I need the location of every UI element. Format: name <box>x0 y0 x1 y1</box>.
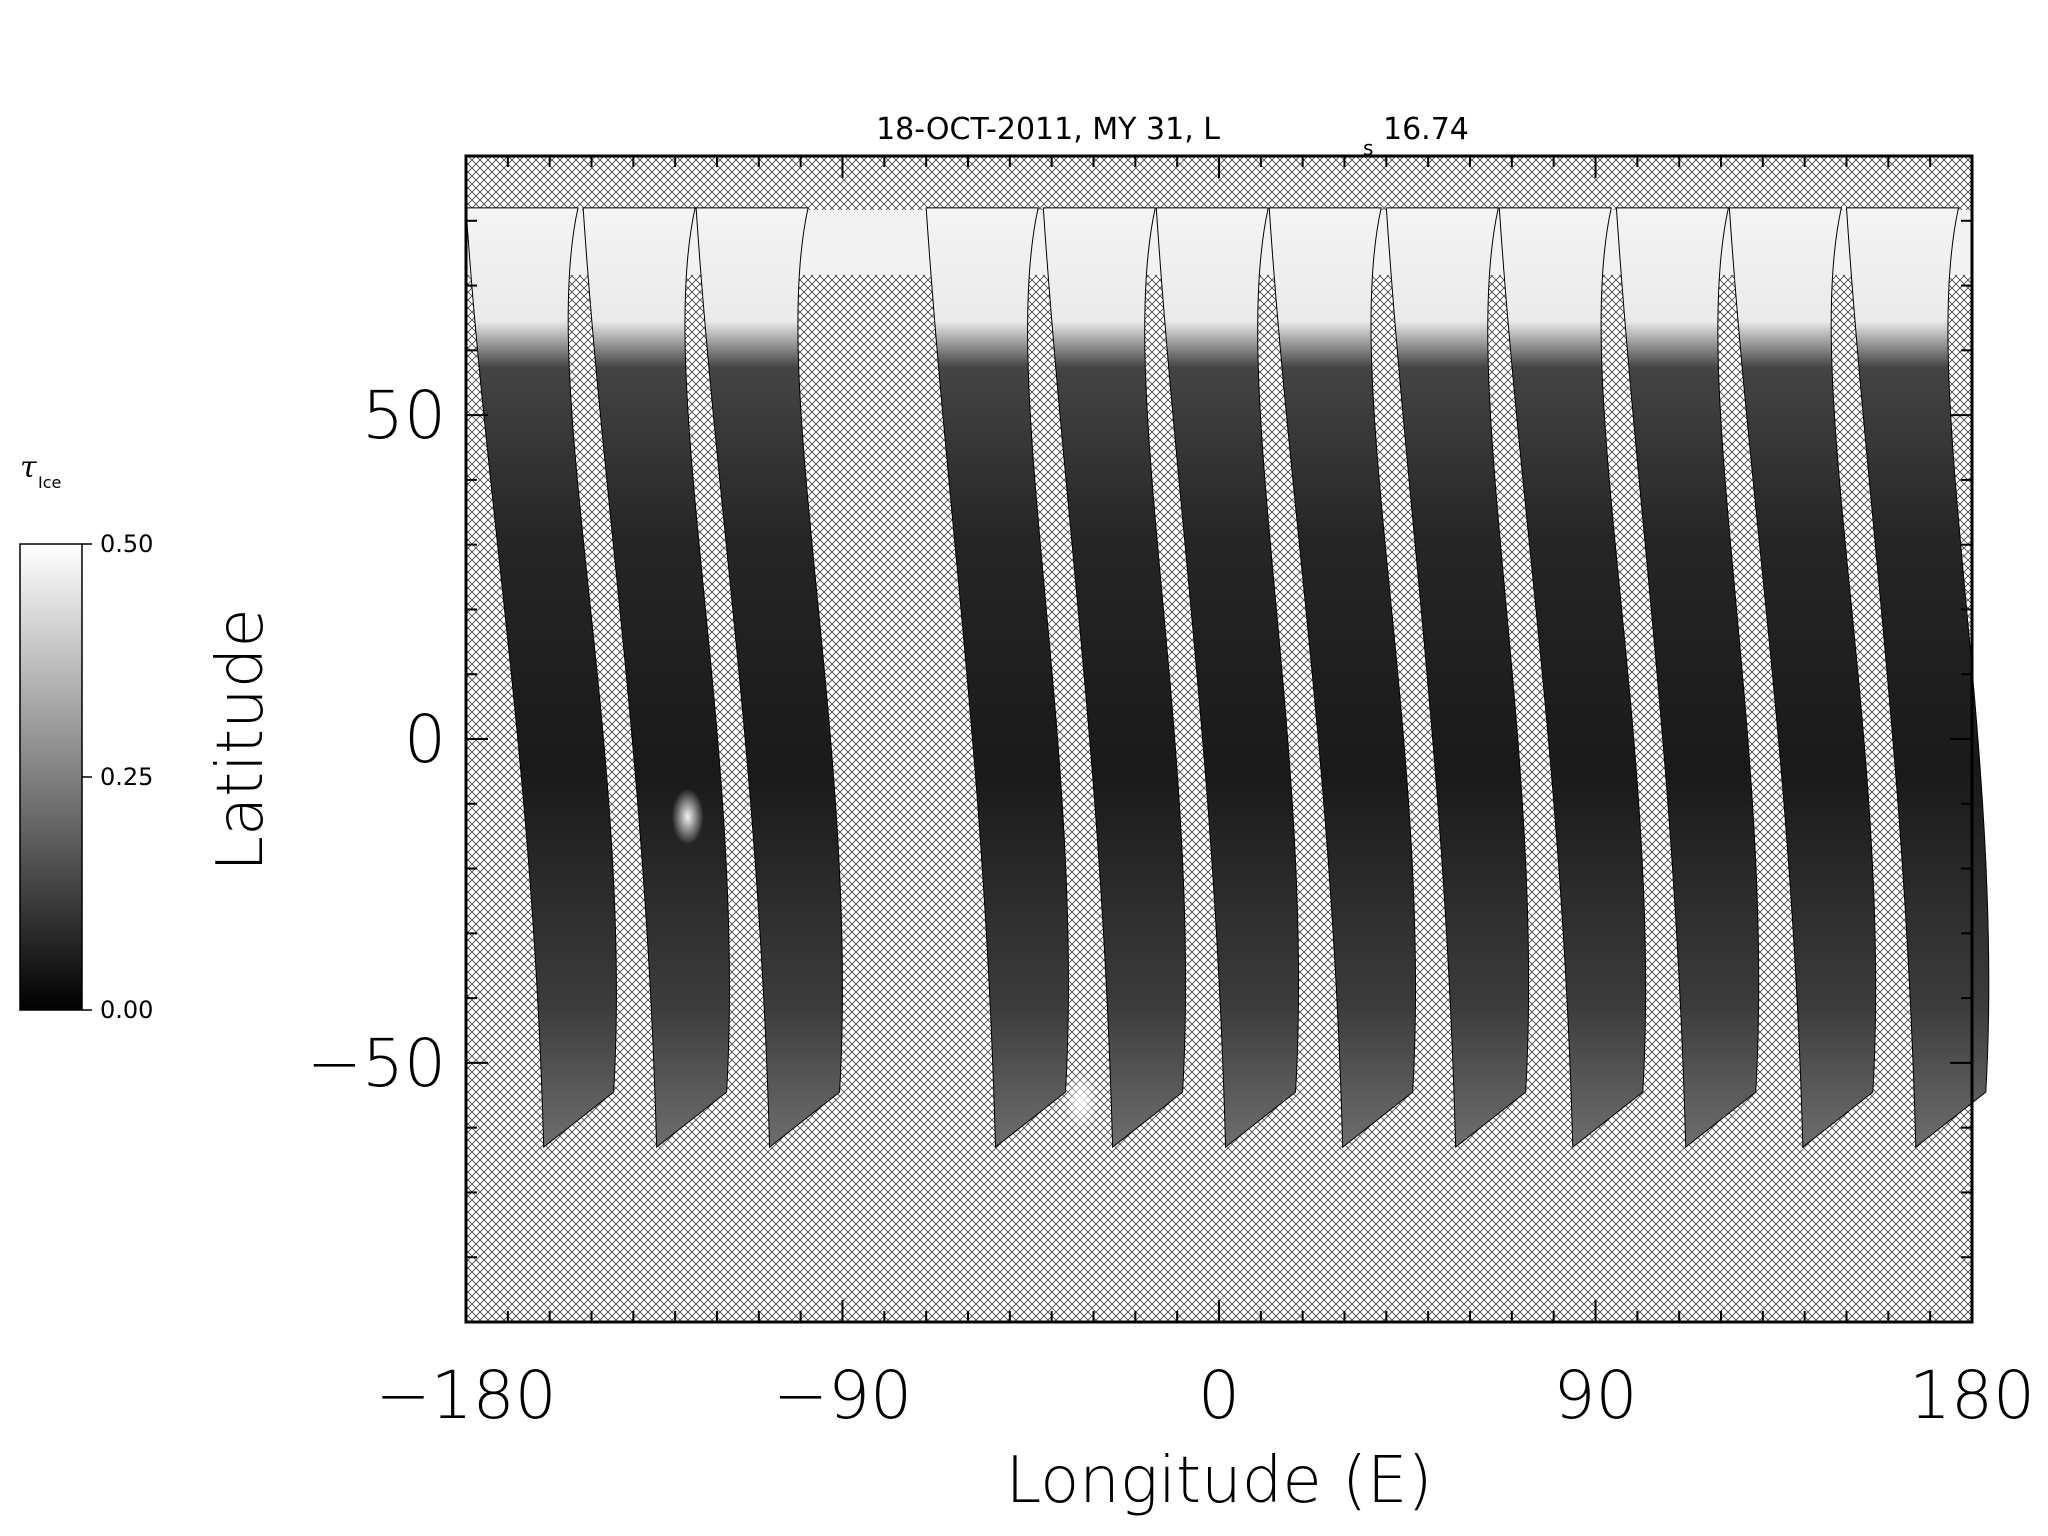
y-tick-label: −50 <box>307 1025 446 1102</box>
y-tick-labels: −50 0 50 <box>307 377 446 1102</box>
swath-9 <box>1498 207 1647 1149</box>
swath-8 <box>1385 207 1530 1149</box>
colorbar-tick-label: 0.50 <box>100 530 153 558</box>
colorbar-tick-label: 0.25 <box>100 763 153 791</box>
chart-title-value: 16.74 <box>1383 112 1469 147</box>
swath-5 <box>1042 207 1187 1149</box>
x-tick-label: −90 <box>773 1357 912 1434</box>
swath-12 <box>1845 207 1990 1149</box>
y-axis-label: Latitude <box>204 608 278 871</box>
axis-ticks <box>465 155 1973 1323</box>
swath-1 <box>465 207 617 1149</box>
swath-3 <box>695 207 843 1149</box>
swath-10 <box>1615 207 1760 1149</box>
colorbar-ticks: 0.00 0.25 0.50 <box>82 530 153 1024</box>
swath-6 <box>1155 207 1300 1149</box>
colorbar-title: τ <box>20 450 37 485</box>
x-tick-labels: −180 −90 0 90 180 <box>375 1357 2035 1434</box>
bright-features <box>671 788 1097 1130</box>
chart-title-subscript: s <box>1363 136 1373 160</box>
swath-11 <box>1728 207 1877 1149</box>
swath-7 <box>1268 207 1417 1149</box>
bright-cloud-patch <box>671 788 704 845</box>
y-tick-label: 50 <box>362 377 446 454</box>
x-tick-label: 90 <box>1554 1357 1638 1434</box>
colorbar <box>19 543 83 1011</box>
x-axis-label: Longitude (E) <box>1006 1444 1433 1518</box>
bright-south-patch <box>1064 1073 1097 1130</box>
x-tick-label: −180 <box>375 1357 556 1434</box>
swath-4 <box>925 207 1069 1149</box>
x-tick-label: 0 <box>1198 1357 1240 1434</box>
observation-swaths <box>465 207 1990 1149</box>
x-tick-label: 180 <box>1909 1357 2035 1434</box>
colorbar-tick-label: 0.00 <box>100 996 153 1024</box>
chart-title: 18-OCT-2011, MY 31, L <box>876 112 1220 147</box>
colorbar-title-subscript: Ice <box>38 473 61 492</box>
y-tick-label: 0 <box>404 701 446 778</box>
swath-2 <box>582 207 731 1149</box>
